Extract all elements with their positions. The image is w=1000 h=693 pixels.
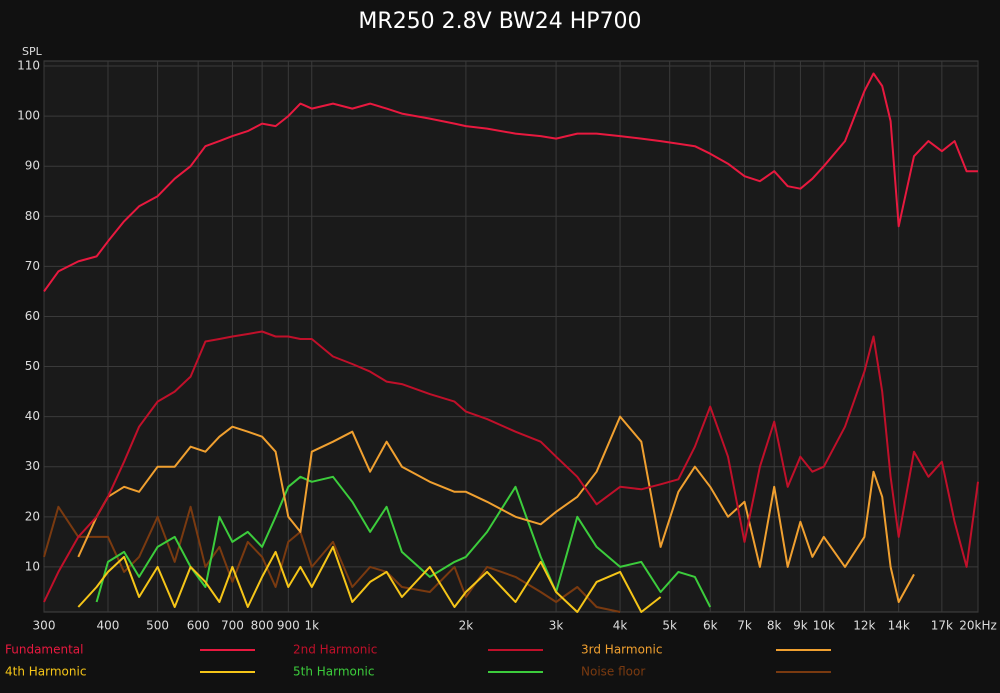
series-line xyxy=(77,545,662,613)
legend-label: 3rd Harmonic xyxy=(581,643,662,657)
x-tick-label: 300 xyxy=(33,619,56,633)
y-axis-label: SPL xyxy=(22,45,43,58)
legend-label: Noise floor xyxy=(581,665,645,679)
y-tick-label: 20 xyxy=(25,509,40,523)
y-tick-label: 40 xyxy=(25,409,40,423)
x-tick-label: 3k xyxy=(549,619,564,633)
x-tick-label: 7k xyxy=(737,619,752,633)
series-line xyxy=(95,475,712,608)
x-tick-label: 8k xyxy=(767,619,782,633)
y-tick-label: 50 xyxy=(25,359,40,373)
series-line xyxy=(43,72,978,292)
y-tick-label: 60 xyxy=(25,309,40,323)
x-tick-label: 4k xyxy=(613,619,628,633)
y-tick-label: 10 xyxy=(25,559,40,573)
series-line xyxy=(77,415,915,603)
x-tick-label: 500 xyxy=(146,619,169,633)
series-line xyxy=(43,330,979,603)
legend-label: 2nd Harmonic xyxy=(293,643,377,657)
y-tick-label: 80 xyxy=(25,209,40,223)
chart-title: MR250 2.8V BW24 HP700 xyxy=(358,9,641,34)
x-tick-label: 20kHz xyxy=(959,619,997,633)
x-tick-label: 800 xyxy=(251,619,274,633)
x-tick-label: 600 xyxy=(187,619,210,633)
y-tick-label: 90 xyxy=(25,159,40,173)
legend-label: 4th Harmonic xyxy=(5,665,86,679)
x-tick-label: 5k xyxy=(662,619,677,633)
x-tick-label: 400 xyxy=(97,619,120,633)
x-tick-label: 900 xyxy=(277,619,300,633)
legend-label: Fundamental xyxy=(5,643,84,657)
x-tick-label: 2k xyxy=(459,619,474,633)
legend-label: 5th Harmonic xyxy=(293,665,374,679)
x-tick-label: 1k xyxy=(304,619,319,633)
y-tick-label: 100 xyxy=(17,109,40,123)
x-tick-label: 6k xyxy=(703,619,718,633)
x-tick-label: 700 xyxy=(221,619,244,633)
y-tick-label: 70 xyxy=(25,259,40,273)
x-tick-label: 9k xyxy=(793,619,808,633)
y-tick-label: 110 xyxy=(17,59,40,73)
y-tick-label: 30 xyxy=(25,459,40,473)
x-tick-label: 17k xyxy=(931,619,953,633)
x-tick-label: 10k xyxy=(813,619,835,633)
x-tick-label: 12k xyxy=(853,619,875,633)
x-tick-label: 14k xyxy=(888,619,910,633)
